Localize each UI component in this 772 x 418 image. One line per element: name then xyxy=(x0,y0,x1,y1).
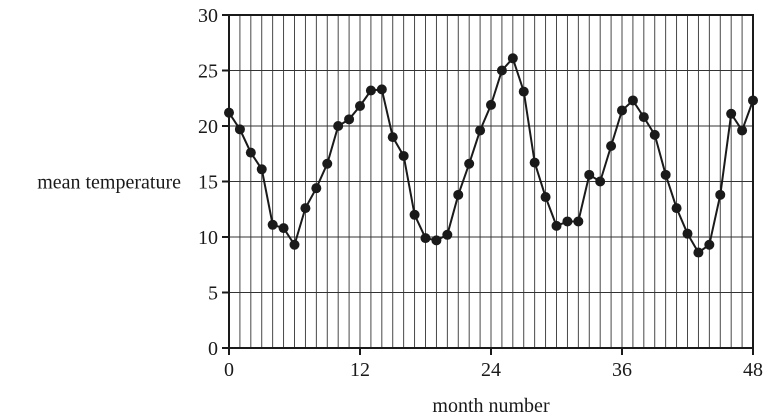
x-axis-title: month number xyxy=(432,395,550,417)
data-point xyxy=(355,101,365,112)
data-point xyxy=(748,95,758,106)
data-point xyxy=(507,53,518,64)
data-point xyxy=(420,233,431,244)
data-point xyxy=(376,84,387,95)
y-tick-label: 15 xyxy=(198,172,218,194)
data-point xyxy=(409,209,420,220)
data-point xyxy=(496,65,507,76)
data-point xyxy=(278,223,289,234)
data-point xyxy=(562,216,573,227)
y-tick-label: 5 xyxy=(208,283,218,305)
data-point xyxy=(267,219,278,230)
data-point xyxy=(300,203,311,214)
data-point xyxy=(518,86,529,97)
data-point xyxy=(627,95,638,106)
data-point xyxy=(715,189,726,200)
data-point xyxy=(573,216,584,227)
x-tick-label: 36 xyxy=(612,359,632,381)
data-point xyxy=(322,158,333,169)
data-point xyxy=(693,247,704,258)
data-point xyxy=(660,169,671,180)
data-point xyxy=(333,121,344,131)
data-point xyxy=(245,147,256,158)
data-point xyxy=(726,108,737,119)
data-point xyxy=(486,99,496,110)
y-tick-label: 0 xyxy=(208,338,218,360)
y-axis-title: mean temperature xyxy=(37,172,181,194)
data-point xyxy=(595,176,606,187)
data-point xyxy=(464,158,475,169)
data-point xyxy=(671,203,682,214)
data-point xyxy=(737,125,748,136)
data-point xyxy=(584,169,595,180)
tick-labels: 0 5 10 15 20 25 30 0 12 24 36 48 xyxy=(198,5,763,381)
data-point xyxy=(540,192,551,203)
data-point xyxy=(475,125,486,136)
data-point xyxy=(289,239,300,250)
horizontal-gridlines xyxy=(229,70,753,293)
data-point xyxy=(638,112,649,123)
y-tick-label: 20 xyxy=(198,116,218,138)
data-point xyxy=(234,124,245,135)
data-point xyxy=(398,150,409,161)
axis-ticks xyxy=(222,14,754,355)
data-point xyxy=(442,229,453,240)
data-point xyxy=(551,220,562,231)
y-tick-label: 30 xyxy=(198,5,218,27)
y-tick-label: 25 xyxy=(198,61,218,83)
x-tick-label: 0 xyxy=(224,359,234,381)
data-point xyxy=(256,164,267,175)
data-point xyxy=(453,189,464,200)
x-tick-label: 12 xyxy=(350,359,370,381)
data-point xyxy=(387,132,398,143)
data-point xyxy=(224,107,234,118)
data-point xyxy=(606,140,617,151)
data-point xyxy=(704,239,715,250)
data-point xyxy=(682,228,693,239)
data-point xyxy=(649,129,660,140)
x-tick-label: 24 xyxy=(481,359,501,381)
y-tick-label: 10 xyxy=(198,227,218,249)
data-points xyxy=(224,53,758,258)
x-tick-label: 48 xyxy=(743,359,763,381)
data-point xyxy=(617,105,627,116)
data-point xyxy=(311,183,322,194)
data-point xyxy=(529,157,540,168)
data-point xyxy=(344,114,355,125)
data-point xyxy=(365,85,376,96)
data-point xyxy=(431,235,442,246)
